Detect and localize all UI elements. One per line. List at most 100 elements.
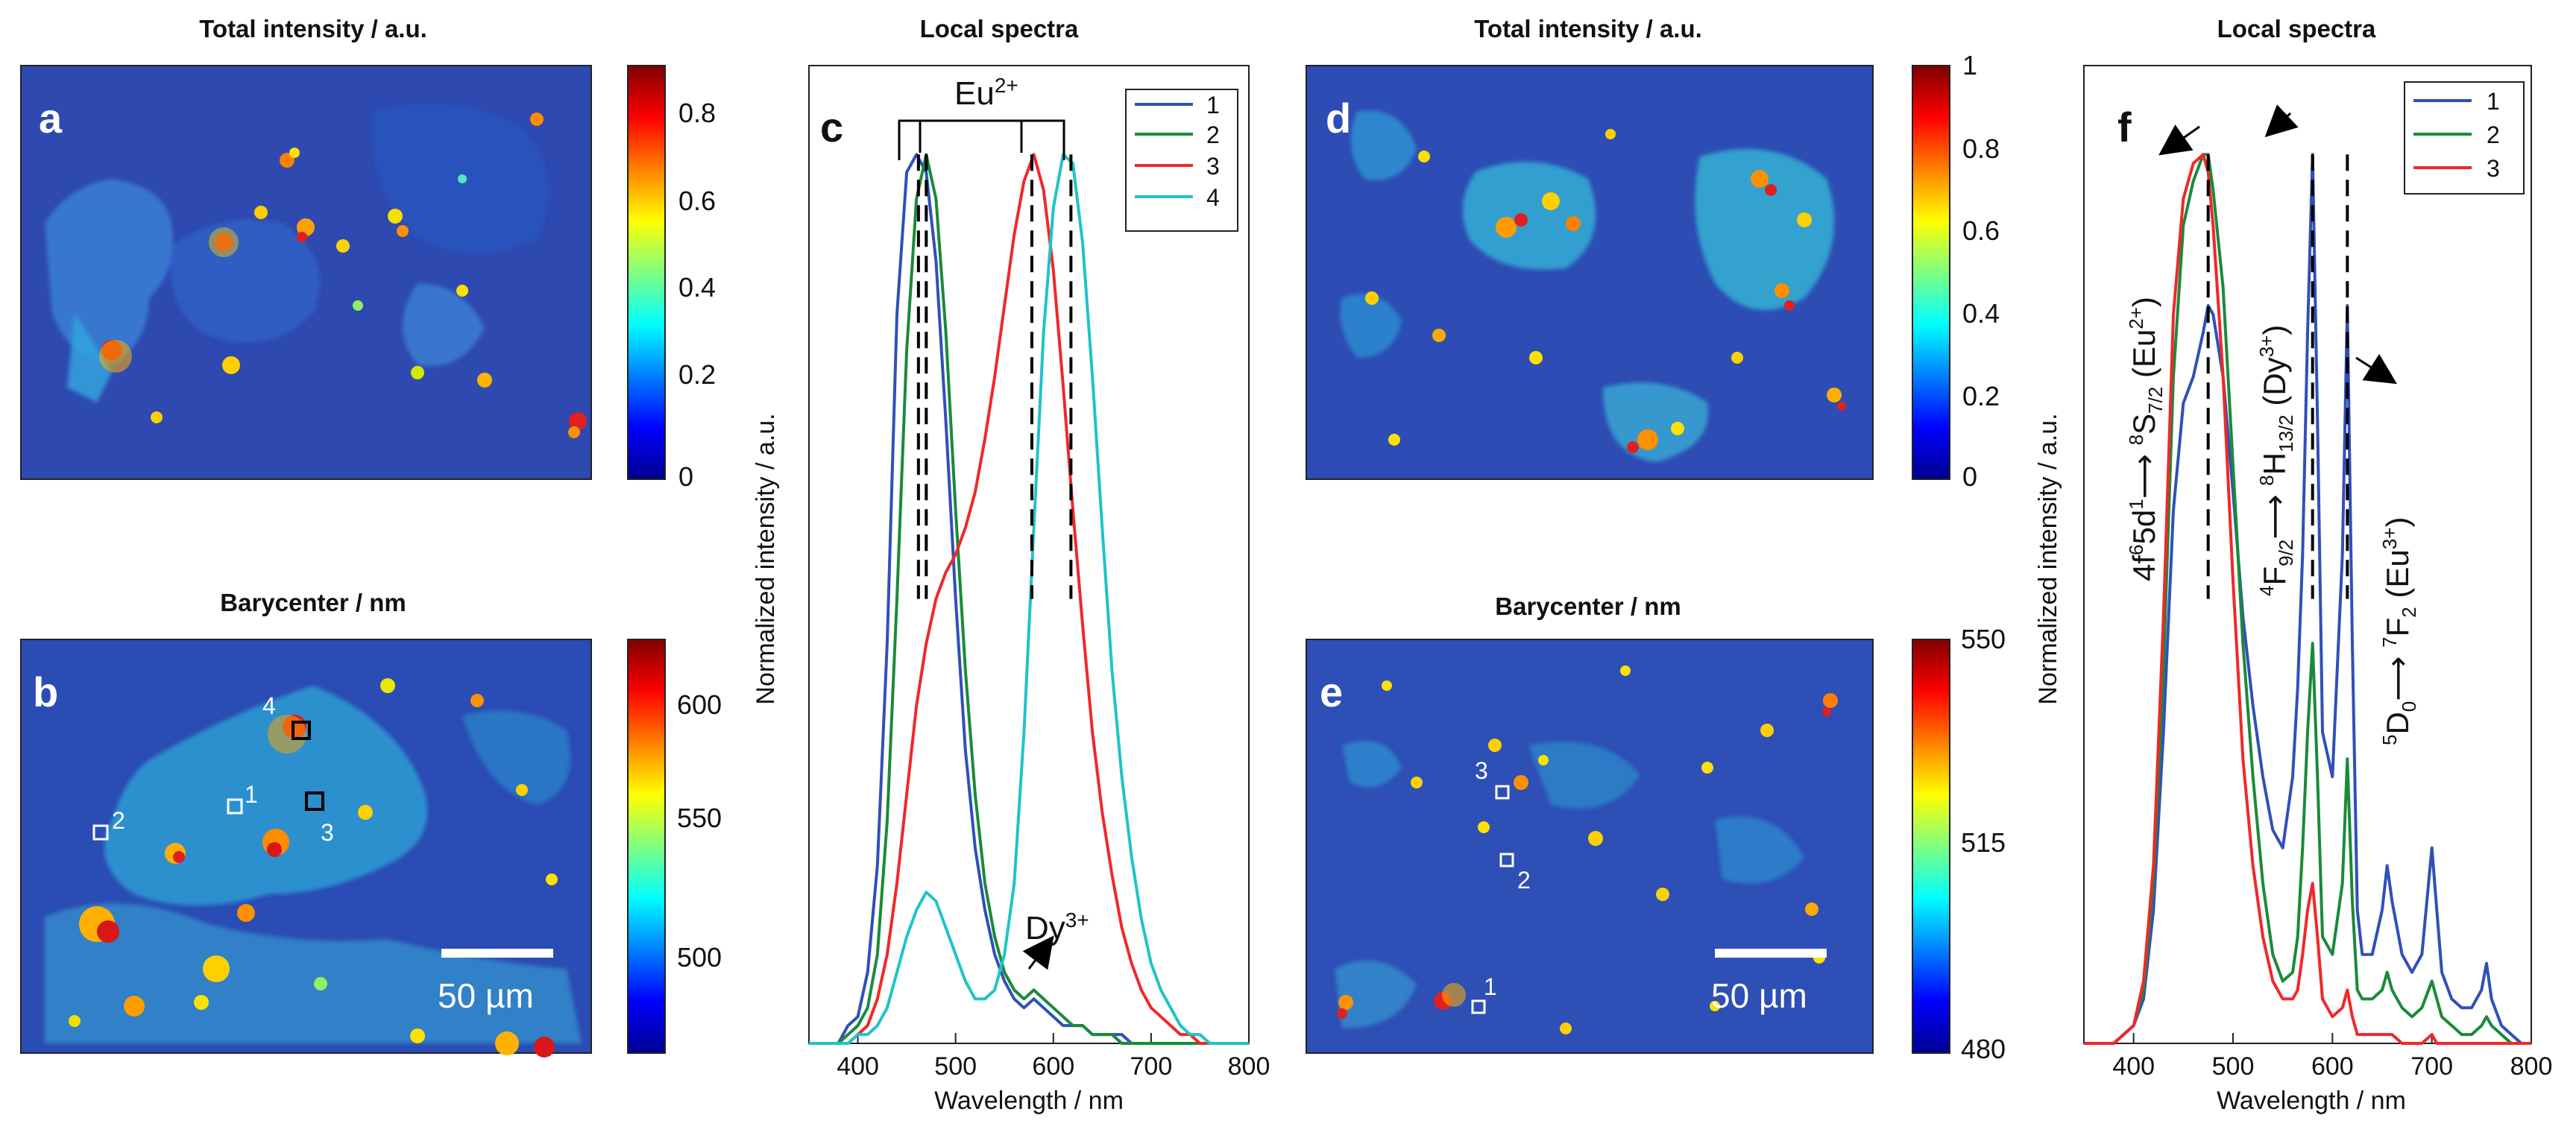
scalebar-e [1715, 949, 1827, 958]
barycenter-map-b: 1 2 3 4 50 µm [20, 639, 592, 1058]
x-tick-label: 600 [2311, 1052, 2354, 1081]
colorbar-e [1912, 639, 1950, 1054]
x-tick-label: 800 [1228, 1052, 1270, 1081]
x-axis-f: 400 500 600 700 800 [2112, 1033, 2552, 1081]
x-tick-label: 400 [837, 1052, 879, 1081]
scalebar-b-label: 50 µm [438, 976, 534, 1015]
roi-marker-2 [92, 824, 109, 841]
panel-b-title: Barycenter / nm [220, 589, 406, 616]
colorbar-b-tick: 550 [677, 803, 722, 833]
eu2-bracket [898, 119, 1065, 160]
legend-f-entry-1: 1 [2487, 88, 2500, 115]
series-line-3 [2084, 153, 2531, 1045]
series-line-2 [809, 153, 1249, 1045]
legend-c-entry-1: 1 [1206, 92, 1220, 118]
roi-marker-3 [305, 791, 324, 811]
panel-b-label: b [33, 669, 58, 715]
colorbar-d-tick: 0.4 [1962, 298, 2000, 329]
roi-label-3: 3 [1475, 757, 1488, 784]
roi-label-1: 1 [1484, 973, 1497, 1000]
scalebar-e-label: 50 µm [1711, 976, 1807, 1015]
colorbar-a-tick: 0.2 [678, 359, 716, 390]
x-axis-label-f: Wavelength / nm [2217, 1087, 2406, 1115]
peak-markers-f [2206, 154, 2349, 599]
panel-c-title: Local spectra [920, 15, 1079, 42]
x-tick-label: 700 [2410, 1052, 2453, 1081]
y-axis-label-f: Normalized intensity / a.u. [2034, 413, 2062, 704]
roi-marker-1 [227, 798, 243, 815]
dy-transition-annotation: 4F9/2⟶ 8H13/2 (Dy3+) [2255, 325, 2297, 596]
colorbar-b [627, 639, 666, 1054]
series-line-2 [2084, 153, 2531, 1045]
panel-f-label: f [2117, 104, 2132, 151]
panel-a-label: a [39, 95, 63, 142]
legend-c-entry-4: 4 [1206, 184, 1220, 211]
colorbar-e-tick: 480 [1961, 1034, 2006, 1064]
roi-label-1: 1 [245, 781, 258, 808]
colorbar-b-ticks: 600 550 500 [677, 689, 722, 973]
legend-f-entry-2: 2 [2487, 121, 2500, 148]
legend-f-entry-3: 3 [2487, 155, 2500, 182]
panel-f-title: Local spectra [2217, 15, 2376, 42]
plot-frame-c [808, 65, 1250, 1044]
roi-label-2: 2 [1517, 867, 1531, 894]
series-group-c [809, 153, 1249, 1045]
scalebar-b [441, 949, 553, 958]
series-line-1 [2084, 153, 2531, 1045]
colorbar-a-tick: 0.6 [678, 186, 716, 216]
roi-label-2: 2 [112, 807, 125, 834]
series-line-4 [809, 153, 1249, 1045]
series-group-f [2084, 153, 2531, 1045]
plot-frame-f [2083, 65, 2532, 1044]
eu2-arrow-f [2158, 124, 2200, 156]
x-tick-label: 700 [1130, 1052, 1173, 1081]
x-axis-label-c: Wavelength / nm [934, 1087, 1124, 1115]
legend-c: 1 2 3 4 [1125, 89, 1238, 232]
legend-c-entry-2: 2 [1206, 121, 1220, 148]
y-axis-label-c: Normalized intensity / a.u. [752, 413, 780, 704]
panel-b: Barycenter / nm [20, 589, 722, 1058]
intensity-map-d [1306, 65, 1874, 480]
colorbar-a-tick: 0.8 [678, 98, 716, 128]
colorbar-e-ticks: 550 515 480 [1961, 624, 2006, 1064]
panel-a: Total intensity / a.u. [20, 15, 716, 492]
colorbar-b-tick: 500 [677, 942, 722, 973]
eu3-transition-annotation: 5D0⟶ 7F2 (Eu3+) [2378, 517, 2420, 745]
roi-marker-2 [1499, 853, 1514, 867]
dy-arrow-c [1022, 935, 1054, 970]
x-axis-c: 400 500 600 700 800 [837, 1033, 1270, 1081]
legend-f: 1 2 3 [2404, 81, 2525, 195]
colorbar-d-tick: 0.6 [1962, 215, 2000, 246]
panel-e-title: Barycenter / nm [1495, 592, 1681, 620]
x-tick-label: 800 [2510, 1052, 2553, 1081]
panel-d-title: Total intensity / a.u. [1474, 15, 1702, 42]
panel-d-label: d [1326, 95, 1351, 142]
panel-f: Local spectra 400 500 600 700 800 Wavelength… [2034, 15, 2552, 1115]
eu3-arrow-f [2355, 353, 2398, 385]
x-tick-label: 600 [1032, 1052, 1074, 1081]
roi-label-3: 3 [321, 819, 334, 846]
colorbar-d [1912, 65, 1950, 480]
eu2-transition-annotation: 4f65d1⟶ 8S7/2 (Eu2+) [2125, 297, 2167, 581]
x-tick-label: 400 [2112, 1052, 2155, 1081]
peak-markers-c [916, 154, 1073, 599]
roi-marker-4 [292, 721, 311, 740]
eu2-annotation-c: Eu2+ [954, 74, 1018, 112]
panel-c-label: c [820, 104, 843, 151]
barycenter-map-e: 3 2 1 50 µm [1306, 639, 1874, 1054]
panel-c: Local spectra 400 500 600 700 800 Wavelength… [752, 15, 1270, 1115]
x-tick-label: 500 [2212, 1052, 2255, 1081]
colorbar-a-tick: 0.4 [678, 272, 716, 303]
colorbar-a-ticks: 0.8 0.6 0.4 0.2 0 [678, 98, 716, 492]
panel-d: Total intensity / a.u. [1306, 15, 2000, 492]
x-tick-label: 500 [934, 1052, 977, 1081]
dy-annotation-c: Dy3+ [1025, 908, 1089, 946]
panel-e-label: e [1320, 669, 1343, 715]
colorbar-d-tick: 0 [1962, 461, 1977, 492]
colorbar-b-tick: 600 [677, 689, 722, 720]
colorbar-d-tick: 0.2 [1962, 381, 2000, 411]
colorbar-d-ticks: 1 0.8 0.6 0.4 0.2 0 [1962, 50, 2000, 492]
dy-arrow-f [2264, 104, 2299, 138]
colorbar-a [627, 65, 666, 480]
